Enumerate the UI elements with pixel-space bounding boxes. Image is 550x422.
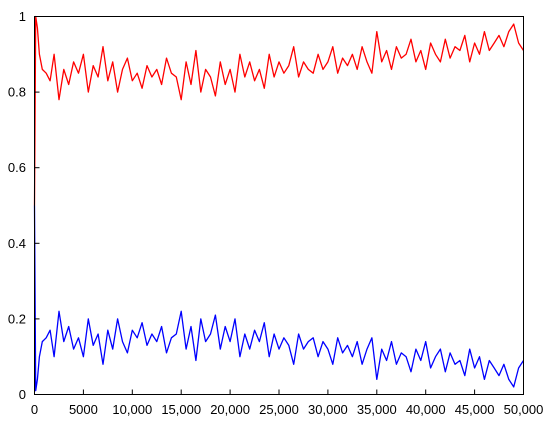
y-tick-label: 0.2	[8, 311, 26, 326]
x-tick-label: 45,000	[455, 402, 495, 417]
series-line-2	[33, 205, 525, 392]
y-tick-label: 0.8	[8, 85, 26, 100]
x-tick-label: 35,000	[357, 402, 397, 417]
x-tick-label: 5000	[69, 402, 98, 417]
x-tick-label: 0	[31, 402, 38, 417]
y-tick-label: 0	[19, 387, 26, 402]
plot-frame	[34, 16, 524, 395]
y-tick-label: 1	[19, 9, 26, 24]
y-tick-label: 0.6	[8, 160, 26, 175]
y-tick-label: 0.4	[8, 236, 26, 251]
x-tick-label: 40,000	[406, 402, 446, 417]
axes-layer: 0 5000 10,000 15,000 20,000 25,000 30,000 35,00…	[8, 9, 543, 417]
x-tick-label: 10,000	[112, 402, 152, 417]
series-layer	[33, 15, 525, 392]
x-tick-label: 50,000	[504, 402, 544, 417]
series-line-1	[33, 15, 525, 206]
x-tick-label: 30,000	[308, 402, 348, 417]
x-tick-label: 15,000	[161, 402, 201, 417]
x-tick-label: 25,000	[259, 402, 299, 417]
x-tick-label: 20,000	[210, 402, 250, 417]
